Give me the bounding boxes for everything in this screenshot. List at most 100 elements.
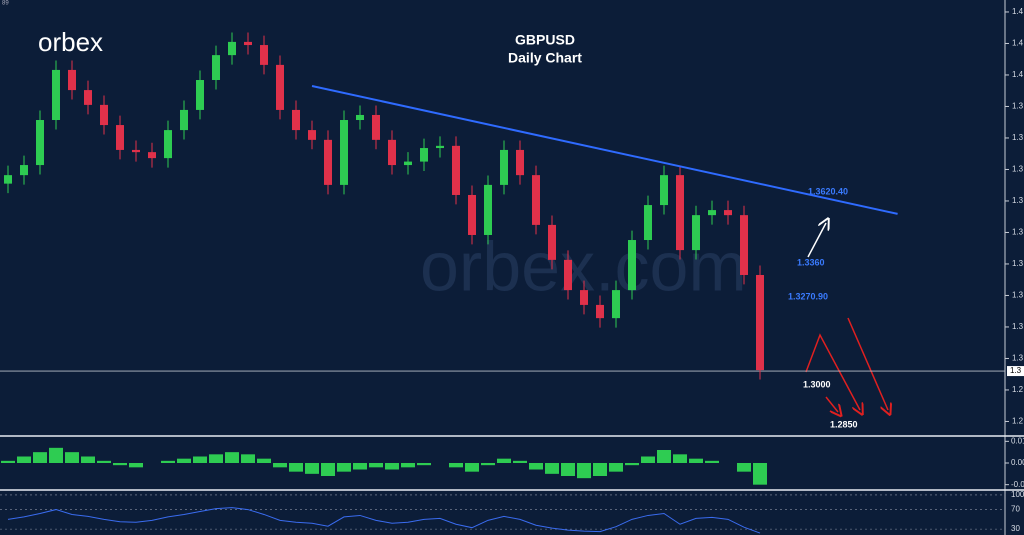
macd-bar	[417, 463, 431, 466]
macd-bar	[401, 463, 415, 468]
candle-body	[740, 215, 748, 275]
candle-body	[612, 290, 620, 319]
macd-bar	[689, 458, 703, 463]
candle-body	[388, 139, 396, 166]
y-tick-label: 70	[1011, 505, 1020, 514]
macd-bar	[81, 456, 95, 463]
candle-body	[532, 175, 540, 225]
y-tick-label: 1.3	[1012, 228, 1024, 237]
y-tick-label: 1.3	[1012, 102, 1024, 111]
candle-body	[292, 109, 300, 131]
annotation: 1.2850	[830, 419, 858, 429]
candle-body	[100, 104, 108, 126]
candle-body	[116, 125, 124, 150]
annotation: 1.3360	[797, 257, 825, 267]
macd-bar	[65, 452, 79, 463]
candle-body	[596, 304, 604, 319]
candle-body	[308, 130, 316, 140]
candle-body	[500, 149, 508, 185]
candle-body	[276, 64, 284, 110]
candle-body	[324, 139, 332, 185]
candle-body	[708, 210, 716, 216]
candle-body	[356, 114, 364, 121]
y-tick-label: 1.4	[1012, 7, 1024, 16]
corner-label: 89	[2, 1, 9, 7]
macd-bar	[209, 454, 223, 463]
macd-bar	[385, 463, 399, 470]
macd-bar	[273, 463, 287, 468]
macd-bar	[193, 456, 207, 463]
macd-bar	[545, 463, 559, 474]
y-tick-label: 1.3	[1012, 133, 1024, 142]
macd-bar	[33, 452, 47, 463]
macd-bar	[529, 463, 543, 470]
macd-bar	[305, 463, 319, 474]
macd-bar	[673, 454, 687, 463]
candle-body	[548, 224, 556, 260]
price-tag	[1007, 366, 1024, 377]
macd-bar	[657, 450, 671, 463]
y-tick-label: 1.3	[1012, 259, 1024, 268]
chart-subtitle: Daily Chart	[508, 50, 582, 66]
macd-bar	[113, 463, 127, 466]
price-tag-label: 1.3	[1010, 366, 1022, 375]
macd-bar	[753, 463, 767, 485]
macd-bar	[225, 452, 239, 463]
candle-body	[484, 184, 492, 235]
macd-bar	[353, 463, 367, 470]
y-tick-label: 1.3	[1012, 354, 1024, 363]
candle-body	[564, 259, 572, 291]
macd-bar	[241, 454, 255, 463]
candle-body	[516, 149, 524, 176]
y-tick-label: 1.2	[1012, 385, 1024, 394]
candle-body	[68, 69, 76, 91]
logo: orbex	[38, 27, 103, 57]
candle-body	[84, 90, 92, 105]
annotation: 1.3620.40	[808, 186, 848, 196]
macd-bar	[481, 463, 495, 466]
macd-bar	[641, 456, 655, 463]
candle-body	[148, 152, 156, 159]
y-tick-label: 1.4	[1012, 70, 1024, 79]
macd-bar	[561, 463, 575, 476]
candle-body	[196, 80, 204, 110]
candle-body	[404, 161, 412, 166]
macd-bar	[369, 463, 383, 468]
macd-bar	[737, 463, 751, 472]
y-tick-label: 1.3	[1012, 322, 1024, 331]
macd-bar	[577, 463, 591, 479]
candle-body	[628, 240, 636, 291]
candle-body	[52, 69, 60, 121]
candle-body	[180, 109, 188, 131]
candle-body	[20, 165, 28, 176]
macd-bar	[49, 447, 63, 463]
macd-bar	[497, 458, 511, 463]
candle-body	[452, 145, 460, 195]
macd-bar	[1, 460, 15, 463]
candle-body	[36, 120, 44, 166]
candle-body	[676, 175, 684, 251]
candle-body	[228, 41, 236, 56]
candle-body	[132, 149, 140, 153]
arrow	[805, 333, 860, 410]
annotation: 1.3000	[803, 379, 831, 389]
macd-bar	[17, 456, 31, 463]
candle-body	[244, 41, 252, 46]
macd-bar	[97, 460, 111, 463]
macd-bar	[321, 463, 335, 476]
candle-body	[580, 290, 588, 305]
y-tick-label: 30	[1011, 524, 1020, 533]
arrow	[847, 317, 888, 410]
macd-bar	[337, 463, 351, 472]
macd-bar	[625, 463, 639, 466]
y-tick-label: 1.3	[1012, 291, 1024, 300]
trendline	[311, 85, 898, 215]
arrow	[807, 223, 826, 258]
candle-body	[212, 55, 220, 81]
candle-body	[164, 130, 172, 159]
macd-bar	[705, 460, 719, 463]
candle-body	[372, 114, 380, 140]
annotation: 1.3270.90	[788, 291, 828, 301]
candle-body	[756, 274, 764, 371]
candle-body	[4, 175, 12, 184]
